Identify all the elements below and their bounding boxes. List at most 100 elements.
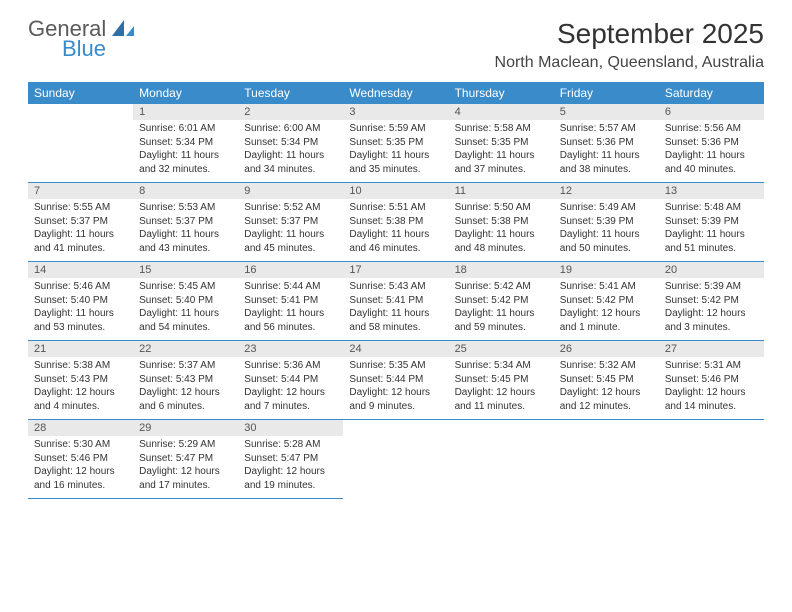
day-content: Sunrise: 5:45 AMSunset: 5:40 PMDaylight:… <box>133 278 238 340</box>
day-content: Sunrise: 5:29 AMSunset: 5:47 PMDaylight:… <box>133 436 238 498</box>
calendar-day-cell: 28Sunrise: 5:30 AMSunset: 5:46 PMDayligh… <box>28 420 133 499</box>
daylight-line: Daylight: 11 hours and 59 minutes. <box>455 307 548 334</box>
title-block: September 2025 North Maclean, Queensland… <box>495 18 764 72</box>
daylight-line: Daylight: 11 hours and 53 minutes. <box>34 307 127 334</box>
day-content: Sunrise: 5:46 AMSunset: 5:40 PMDaylight:… <box>28 278 133 340</box>
daylight-line: Daylight: 12 hours and 12 minutes. <box>560 386 653 413</box>
daylight-line: Daylight: 11 hours and 46 minutes. <box>349 228 442 255</box>
daylight-line: Daylight: 12 hours and 3 minutes. <box>665 307 758 334</box>
daylight-line: Daylight: 12 hours and 4 minutes. <box>34 386 127 413</box>
day-content: Sunrise: 5:58 AMSunset: 5:35 PMDaylight:… <box>449 120 554 182</box>
daylight-line: Daylight: 12 hours and 19 minutes. <box>244 465 337 492</box>
calendar-week-row: 21Sunrise: 5:38 AMSunset: 5:43 PMDayligh… <box>28 341 764 420</box>
calendar-day-cell: 25Sunrise: 5:34 AMSunset: 5:45 PMDayligh… <box>449 341 554 420</box>
day-content: Sunrise: 5:36 AMSunset: 5:44 PMDaylight:… <box>238 357 343 419</box>
day-content: Sunrise: 5:55 AMSunset: 5:37 PMDaylight:… <box>28 199 133 261</box>
weekday-header: Friday <box>554 82 659 104</box>
daylight-line: Daylight: 11 hours and 45 minutes. <box>244 228 337 255</box>
calendar-day-cell: 15Sunrise: 5:45 AMSunset: 5:40 PMDayligh… <box>133 262 238 341</box>
sunrise-line: Sunrise: 5:52 AM <box>244 201 337 215</box>
calendar-day-cell: .. <box>343 420 448 499</box>
sunset-line: Sunset: 5:38 PM <box>349 215 442 229</box>
day-content: Sunrise: 5:35 AMSunset: 5:44 PMDaylight:… <box>343 357 448 419</box>
calendar-day-cell: 11 Sunrise: 5:50 AMSunset: 5:38 PMDayligh… <box>449 183 554 262</box>
sunset-line: Sunset: 5:36 PM <box>665 136 758 150</box>
calendar-day-cell: 26 Sunrise: 5:32 AMSunset: 5:45 PMDayligh… <box>554 341 659 420</box>
weekday-header: Wednesday <box>343 82 448 104</box>
day-number: 15 <box>133 262 238 278</box>
sunrise-line: Sunrise: 5:29 AM <box>139 438 232 452</box>
day-content: Sunrise: 6:01 AMSunset: 5:34 PMDaylight:… <box>133 120 238 182</box>
sunset-line: Sunset: 5:47 PM <box>244 452 337 466</box>
sunset-line: Sunset: 5:46 PM <box>34 452 127 466</box>
sunset-line: Sunset: 5:41 PM <box>244 294 337 308</box>
sunset-line: Sunset: 5:44 PM <box>244 373 337 387</box>
weekday-header: Sunday <box>28 82 133 104</box>
daylight-line: Daylight: 11 hours and 40 minutes. <box>665 149 758 176</box>
sunrise-line: Sunrise: 5:48 AM <box>665 201 758 215</box>
calendar-week-row: 28Sunrise: 5:30 AMSunset: 5:46 PMDayligh… <box>28 420 764 499</box>
calendar-day-cell: .. <box>659 420 764 499</box>
daylight-line: Daylight: 12 hours and 9 minutes. <box>349 386 442 413</box>
calendar-day-cell: 24Sunrise: 5:35 AMSunset: 5:44 PMDayligh… <box>343 341 448 420</box>
daylight-line: Daylight: 12 hours and 1 minute. <box>560 307 653 334</box>
day-content: Sunrise: 5:56 AMSunset: 5:36 PMDaylight:… <box>659 120 764 182</box>
day-number: 11 <box>449 183 554 199</box>
sunrise-line: Sunrise: 6:01 AM <box>139 122 232 136</box>
day-content: Sunrise: 6:00 AMSunset: 5:34 PMDaylight:… <box>238 120 343 182</box>
day-number: 18 <box>449 262 554 278</box>
day-number: 24 <box>343 341 448 357</box>
sunset-line: Sunset: 5:41 PM <box>349 294 442 308</box>
daylight-line: Daylight: 11 hours and 41 minutes. <box>34 228 127 255</box>
sunrise-line: Sunrise: 5:51 AM <box>349 201 442 215</box>
day-content: Sunrise: 5:28 AMSunset: 5:47 PMDaylight:… <box>238 436 343 498</box>
day-number: 8 <box>133 183 238 199</box>
sunset-line: Sunset: 5:45 PM <box>560 373 653 387</box>
calendar-day-cell: 16Sunrise: 5:44 AMSunset: 5:41 PMDayligh… <box>238 262 343 341</box>
day-content: Sunrise: 5:53 AMSunset: 5:37 PMDaylight:… <box>133 199 238 261</box>
sunrise-line: Sunrise: 5:58 AM <box>455 122 548 136</box>
calendar-day-cell: 18Sunrise: 5:42 AMSunset: 5:42 PMDayligh… <box>449 262 554 341</box>
sunrise-line: Sunrise: 5:35 AM <box>349 359 442 373</box>
sunrise-line: Sunrise: 5:39 AM <box>665 280 758 294</box>
calendar-day-cell: 2Sunrise: 6:00 AMSunset: 5:34 PMDaylight… <box>238 104 343 183</box>
daylight-line: Daylight: 12 hours and 17 minutes. <box>139 465 232 492</box>
calendar-day-cell: 13Sunrise: 5:48 AMSunset: 5:39 PMDayligh… <box>659 183 764 262</box>
sunset-line: Sunset: 5:38 PM <box>455 215 548 229</box>
sunset-line: Sunset: 5:34 PM <box>244 136 337 150</box>
day-content: Sunrise: 5:42 AMSunset: 5:42 PMDaylight:… <box>449 278 554 340</box>
sunset-line: Sunset: 5:43 PM <box>34 373 127 387</box>
sunrise-line: Sunrise: 5:44 AM <box>244 280 337 294</box>
daylight-line: Daylight: 12 hours and 6 minutes. <box>139 386 232 413</box>
day-number: 2 <box>238 104 343 120</box>
sunrise-line: Sunrise: 5:57 AM <box>560 122 653 136</box>
day-number: 25 <box>449 341 554 357</box>
sunrise-line: Sunrise: 5:28 AM <box>244 438 337 452</box>
day-content: Sunrise: 5:52 AMSunset: 5:37 PMDaylight:… <box>238 199 343 261</box>
day-number: 6 <box>659 104 764 120</box>
sunset-line: Sunset: 5:37 PM <box>34 215 127 229</box>
logo-text: General Blue <box>28 18 106 60</box>
sunrise-line: Sunrise: 5:50 AM <box>455 201 548 215</box>
day-number: 27 <box>659 341 764 357</box>
calendar-day-cell: 8Sunrise: 5:53 AMSunset: 5:37 PMDaylight… <box>133 183 238 262</box>
sunrise-line: Sunrise: 6:00 AM <box>244 122 337 136</box>
sunrise-line: Sunrise: 5:32 AM <box>560 359 653 373</box>
calendar-day-cell: 27Sunrise: 5:31 AMSunset: 5:46 PMDayligh… <box>659 341 764 420</box>
logo-word2: Blue <box>62 38 106 60</box>
daylight-line: Daylight: 11 hours and 34 minutes. <box>244 149 337 176</box>
calendar-day-cell: 20Sunrise: 5:39 AMSunset: 5:42 PMDayligh… <box>659 262 764 341</box>
day-number: 26 <box>554 341 659 357</box>
sunset-line: Sunset: 5:37 PM <box>139 215 232 229</box>
daylight-line: Daylight: 11 hours and 38 minutes. <box>560 149 653 176</box>
calendar-day-cell: .. <box>449 420 554 499</box>
sunset-line: Sunset: 5:36 PM <box>560 136 653 150</box>
sunset-line: Sunset: 5:47 PM <box>139 452 232 466</box>
sunrise-line: Sunrise: 5:42 AM <box>455 280 548 294</box>
day-number: 5 <box>554 104 659 120</box>
daylight-line: Daylight: 11 hours and 51 minutes. <box>665 228 758 255</box>
daylight-line: Daylight: 12 hours and 14 minutes. <box>665 386 758 413</box>
daylight-line: Daylight: 11 hours and 48 minutes. <box>455 228 548 255</box>
sunrise-line: Sunrise: 5:34 AM <box>455 359 548 373</box>
sunset-line: Sunset: 5:35 PM <box>349 136 442 150</box>
